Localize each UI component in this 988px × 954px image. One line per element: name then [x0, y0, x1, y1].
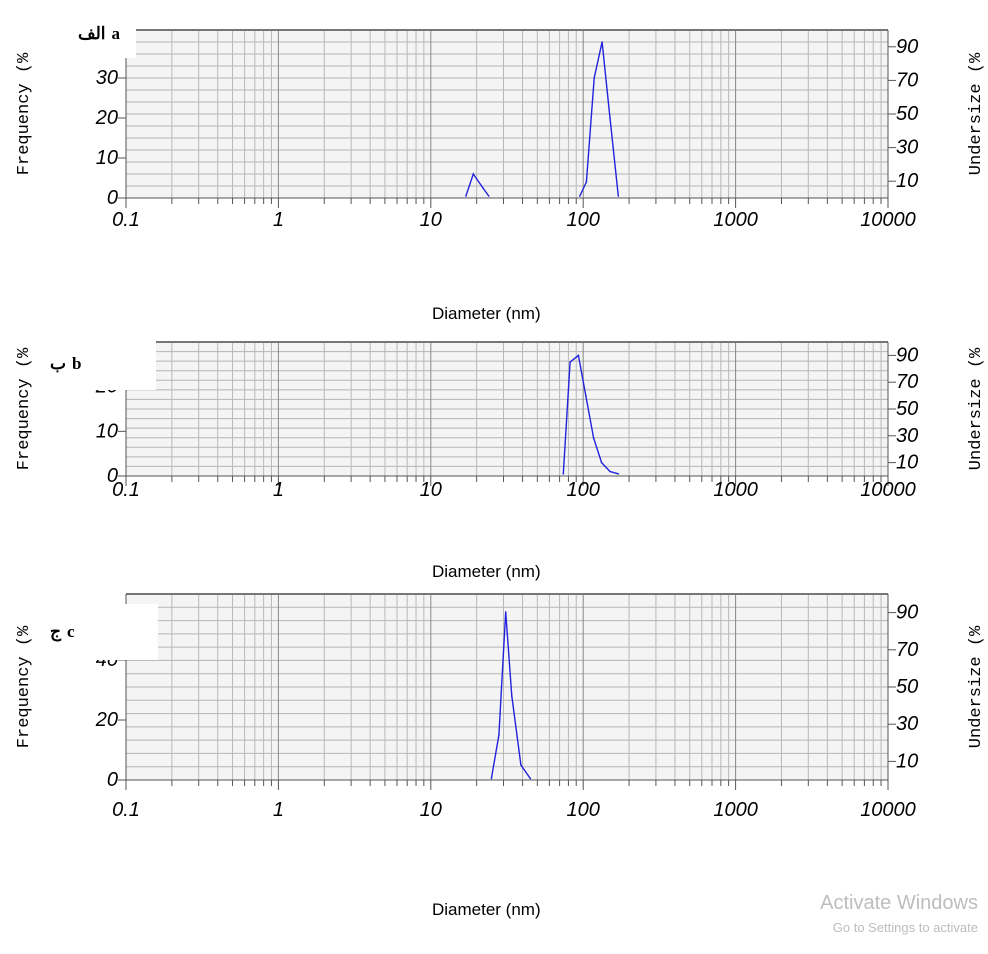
- y-tick-label-right: 10: [896, 452, 918, 474]
- x-tick-label: 0.1: [112, 209, 140, 231]
- data-point: [592, 437, 595, 439]
- data-point: [482, 187, 484, 189]
- data-point: [504, 611, 507, 613]
- data-point: [584, 394, 587, 397]
- y-tick-label-right: 70: [896, 639, 918, 661]
- chart-panel-c: 0.1 1 10 100 1000 10000 0 20 40 10 30 50 70 90 Frequen…: [8, 586, 988, 936]
- data-point: [585, 181, 588, 183]
- chart-svg-c: 0.1 1 10 100 1000 10000020401030507090Frequen…: [8, 586, 988, 936]
- x-tick-label: 10000: [860, 479, 916, 501]
- x-tick-label: 1000: [713, 799, 758, 821]
- size-distribution-line: [490, 611, 531, 779]
- data-point: [601, 41, 603, 43]
- x-tick-label: 1: [273, 209, 284, 231]
- y-axis-title-right: Undersize (%: [967, 347, 986, 470]
- data-point: [579, 195, 581, 197]
- y-tick-label-right: 50: [896, 676, 918, 698]
- data-point: [510, 695, 513, 697]
- x-tick-label: 10: [420, 799, 442, 821]
- y-tick-label-left: 30: [96, 67, 118, 89]
- y-axis-title-right: Undersize (%: [967, 625, 986, 748]
- data-point: [609, 117, 611, 119]
- x-axis-label: Diameter (nm): [432, 562, 541, 581]
- y-tick-label-left: 0: [107, 769, 118, 791]
- x-tick-label: 0.1: [112, 479, 140, 501]
- x-tick-label: 10: [420, 479, 442, 501]
- data-point: [520, 764, 522, 766]
- data-point: [562, 472, 565, 475]
- y-tick-label-right: 70: [896, 371, 918, 393]
- y-tick-label-left: 0: [107, 465, 118, 487]
- chart-svg-a: 0.1 1 10 100 1000 10000 0 10 20 30 10 30 50 70 90 Frequ…: [8, 20, 988, 332]
- y-axis-title-left: Frequency (%: [15, 347, 34, 470]
- chart-panel-a: 0.1 1 10 100 1000 10000 0 10 20 30 10 30 50 70 90 Frequ…: [8, 20, 988, 332]
- y-axis-title-left: Frequency (%: [15, 52, 34, 175]
- data-point: [577, 354, 580, 357]
- x-tick-label: 10000: [860, 799, 916, 821]
- x-tick-label: 100: [567, 799, 600, 821]
- y-tick-label-left: 20: [95, 107, 118, 129]
- data-point: [490, 777, 493, 780]
- x-tick-label: 0.1: [112, 799, 140, 821]
- panel-label-arabic: ب: [50, 354, 67, 373]
- y-tick-label-left: 10: [96, 147, 118, 169]
- y-axis-title-left: Frequency (%: [15, 625, 34, 748]
- y-tick-label-left: 20: [95, 709, 118, 731]
- y-tick-label-left: 0: [107, 187, 118, 209]
- x-tick-label: 1: [273, 799, 284, 821]
- data-point: [487, 195, 490, 197]
- x-tick-label: 100: [567, 209, 600, 231]
- y-tick-label-right: 30: [896, 425, 918, 447]
- data-point: [609, 470, 611, 473]
- chart-svg-b: 0.1110100100010000010201030507090Frequen…: [8, 334, 988, 584]
- y-tick-label-left: 10: [96, 420, 118, 442]
- activate-windows-subtext: Go to Settings to activate: [832, 920, 978, 935]
- y-tick-label-right: 90: [896, 36, 918, 58]
- data-point: [498, 734, 500, 736]
- activate-windows-watermark: Activate Windows: [820, 892, 978, 914]
- size-distribution-line: [562, 354, 619, 475]
- data-point: [465, 195, 467, 197]
- y-tick-label-right: 50: [896, 398, 918, 420]
- y-tick-label-right: 30: [896, 713, 918, 735]
- data-point: [617, 195, 620, 197]
- data-point: [617, 472, 620, 475]
- panel-label-latin: c: [66, 622, 75, 641]
- panel-label-a: الف a: [36, 20, 136, 58]
- size-distribution-line: [579, 41, 619, 197]
- x-axis-label: Diameter (nm): [432, 900, 541, 919]
- panel-label-arabic: الف: [77, 24, 106, 43]
- y-tick-label-right: 50: [896, 103, 918, 125]
- panel-label-latin: a: [111, 24, 121, 43]
- x-tick-label: 100: [567, 479, 600, 501]
- x-tick-label: 10: [420, 209, 442, 231]
- y-tick-label-right: 30: [896, 137, 918, 159]
- x-tick-label: 10000: [860, 209, 916, 231]
- y-axis-title-right: Undersize (%: [967, 52, 986, 175]
- size-distribution-line: [465, 172, 490, 197]
- x-tick-label: 1000: [713, 479, 758, 501]
- y-tick-label-right: 70: [896, 69, 918, 91]
- x-axis-label: Diameter (nm): [432, 304, 541, 323]
- data-point: [600, 461, 603, 464]
- y-tick-label-right: 10: [896, 170, 918, 192]
- data-point: [593, 77, 595, 79]
- y-tick-label-right: 90: [896, 602, 918, 624]
- chart-panel-b: 0.1110100100010000010201030507090Frequen…: [8, 334, 988, 584]
- data-point: [529, 777, 532, 780]
- y-tick-label-right: 90: [896, 344, 918, 366]
- x-tick-label: 1000: [713, 209, 758, 231]
- panel-label-arabic: ج: [50, 622, 61, 641]
- y-tick-label-right: 10: [896, 750, 918, 772]
- data-point: [569, 361, 571, 363]
- x-tick-label: 1: [273, 479, 284, 501]
- panel-label-latin: b: [72, 354, 82, 373]
- data-point: [472, 173, 475, 175]
